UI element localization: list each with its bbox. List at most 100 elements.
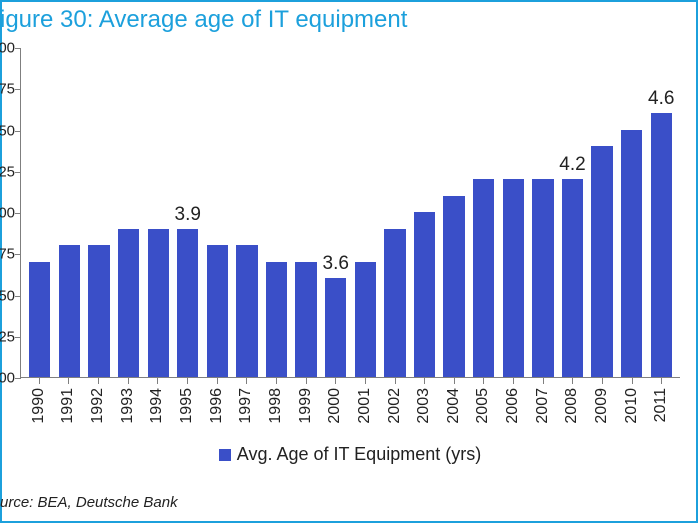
y-tick-label: 25 <box>0 163 21 180</box>
x-tick-label: 1994 <box>148 388 166 424</box>
x-tick-label: 1991 <box>59 388 77 424</box>
x-tick-label: 2004 <box>445 388 463 424</box>
y-tick-label: 75 <box>0 81 21 98</box>
y-tick-label: 25 <box>0 328 21 345</box>
x-tick-mark <box>217 378 218 384</box>
x-tick-label: 1995 <box>178 388 196 424</box>
bar-value-label: 3.6 <box>323 253 349 275</box>
x-label-slot: 2006 <box>498 382 528 440</box>
bars-container: 3.9 3.6 4.2 4.6 <box>21 48 680 377</box>
x-tick-mark <box>68 378 69 384</box>
x-label-slot: 2009 <box>587 382 617 440</box>
x-label-slot: 2011 <box>646 382 676 440</box>
bar-slot: 4.2 <box>558 48 588 377</box>
bar <box>473 179 494 377</box>
bar-slot <box>587 48 617 377</box>
y-tick-label: 50 <box>0 122 21 139</box>
bar <box>562 179 583 377</box>
plot-area: 3.93.64.24.6 002550750025507500 <box>20 48 680 378</box>
x-tick-mark <box>572 378 573 384</box>
bar <box>295 262 316 378</box>
x-label-slot: 1993 <box>113 382 143 440</box>
y-tick-label: 00 <box>0 370 21 387</box>
y-tick-label: 50 <box>0 287 21 304</box>
bar <box>443 196 464 378</box>
x-tick-mark <box>365 378 366 384</box>
x-tick-mark <box>602 378 603 384</box>
chart-title: igure 30: Average age of IT equipment <box>0 6 407 34</box>
bar-slot: 3.6 <box>321 48 351 377</box>
x-label-slot: 1994 <box>143 382 173 440</box>
bar <box>88 245 109 377</box>
bar-slot <box>499 48 529 377</box>
bar <box>236 245 257 377</box>
x-tick-label: 2001 <box>356 388 374 424</box>
x-tick-mark <box>335 378 336 384</box>
bar <box>207 245 228 377</box>
bar-value-label: 3.9 <box>175 204 201 226</box>
x-label-slot: 2005 <box>469 382 499 440</box>
x-tick-label: 2005 <box>474 388 492 424</box>
x-label-slot: 2010 <box>617 382 647 440</box>
bar <box>355 262 376 378</box>
x-tick-label: 2010 <box>623 388 641 424</box>
x-tick-mark <box>543 378 544 384</box>
legend: Avg. Age of IT Equipment (yrs) <box>0 444 700 465</box>
bar-slot: 3.9 <box>173 48 203 377</box>
x-label-slot: 1997 <box>231 382 261 440</box>
bar-slot: 4.6 <box>646 48 676 377</box>
bar-slot <box>84 48 114 377</box>
x-tick-label: 2002 <box>386 388 404 424</box>
bar <box>148 229 169 378</box>
y-tick-label: 00 <box>0 205 21 222</box>
bar-slot <box>439 48 469 377</box>
x-tick-mark <box>306 378 307 384</box>
x-tick-label: 2000 <box>326 388 344 424</box>
x-label-slot: 1998 <box>261 382 291 440</box>
source-text: urce: BEA, Deutsche Bank <box>0 494 178 511</box>
x-tick-mark <box>395 378 396 384</box>
x-tick-label: 2003 <box>415 388 433 424</box>
bar <box>59 245 80 377</box>
bar <box>414 212 435 377</box>
x-label-slot: 1996 <box>202 382 232 440</box>
bar-slot <box>410 48 440 377</box>
bar-slot <box>55 48 85 377</box>
bar-slot <box>469 48 499 377</box>
x-tick-label: 1998 <box>267 388 285 424</box>
bar-value-label: 4.2 <box>559 154 585 176</box>
x-label-slot: 2003 <box>409 382 439 440</box>
x-label-slot: 1992 <box>83 382 113 440</box>
bar-slot <box>351 48 381 377</box>
x-tick-label: 2011 <box>652 388 670 422</box>
bar-slot <box>380 48 410 377</box>
x-tick-label: 1999 <box>297 388 315 424</box>
x-label-slot: 2004 <box>439 382 469 440</box>
x-label-slot: 1991 <box>54 382 84 440</box>
bar <box>118 229 139 378</box>
x-tick-label: 1990 <box>30 388 48 424</box>
x-axis-labels: 1990 1991 1992 1993 1994 1995 1996 1997 1998 1999… <box>20 382 680 440</box>
bar <box>591 146 612 377</box>
x-tick-label: 2009 <box>593 388 611 424</box>
x-label-slot: 2008 <box>558 382 588 440</box>
bar-slot <box>25 48 55 377</box>
x-tick-mark <box>483 378 484 384</box>
bar <box>384 229 405 378</box>
x-tick-label: 1997 <box>237 388 255 424</box>
bar <box>266 262 287 378</box>
bar <box>29 262 50 378</box>
bar-slot <box>528 48 558 377</box>
x-label-slot: 1990 <box>24 382 54 440</box>
bar-value-label: 4.6 <box>648 88 674 110</box>
x-tick-label: 2006 <box>504 388 522 424</box>
x-label-slot: 1995 <box>172 382 202 440</box>
x-tick-mark <box>661 378 662 384</box>
x-tick-label: 1992 <box>89 388 107 424</box>
y-tick-label: 00 <box>0 40 21 57</box>
bar <box>532 179 553 377</box>
x-tick-mark <box>632 378 633 384</box>
x-tick-mark <box>424 378 425 384</box>
x-tick-label: 1996 <box>208 388 226 424</box>
x-tick-mark <box>128 378 129 384</box>
